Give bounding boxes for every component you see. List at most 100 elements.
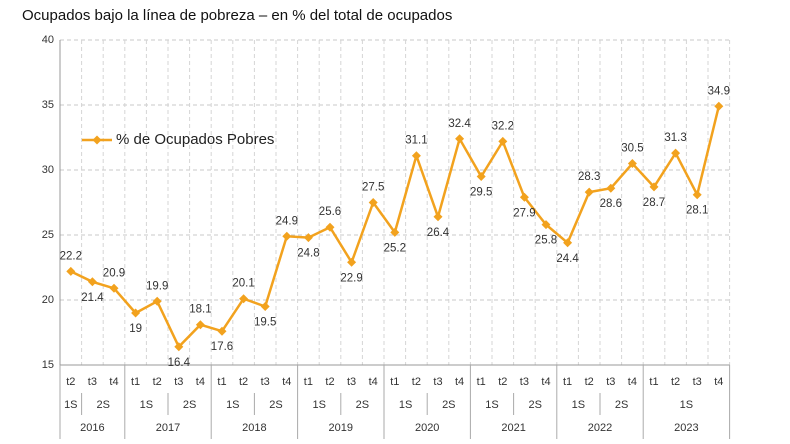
data-label: 18.1 xyxy=(189,304,211,316)
point xyxy=(519,192,529,202)
y-tick-label: 35 xyxy=(42,99,54,111)
data-label: 32.4 xyxy=(448,118,471,130)
year-label: 2019 xyxy=(329,422,353,434)
point xyxy=(692,190,702,200)
x-tick-label: t3 xyxy=(606,376,615,388)
data-label: 24.8 xyxy=(297,248,319,260)
data-label: 25.6 xyxy=(319,206,341,218)
data-label: 19.9 xyxy=(146,280,168,292)
x-tick-label: t3 xyxy=(261,376,270,388)
x-tick-label: t1 xyxy=(390,376,399,388)
data-label: 22.9 xyxy=(340,272,362,284)
point xyxy=(303,233,313,243)
year-label: 2017 xyxy=(156,422,180,434)
data-label: 27.5 xyxy=(362,182,384,194)
point xyxy=(282,231,292,241)
semester-label: 1S xyxy=(680,399,693,411)
point xyxy=(368,198,378,207)
x-tick-label: t1 xyxy=(563,376,572,388)
year-label: 2018 xyxy=(242,422,266,434)
x-tick-label: t3 xyxy=(520,376,529,388)
data-label: 25.2 xyxy=(384,242,406,254)
point xyxy=(584,187,594,197)
year-label: 2022 xyxy=(588,422,612,434)
semester-label: 1S xyxy=(226,399,239,411)
chart-title: Ocupados bajo la línea de pobreza – en %… xyxy=(22,7,452,24)
x-tick-label: t4 xyxy=(196,376,205,388)
x-tick-label: t1 xyxy=(217,376,226,388)
point xyxy=(627,159,637,168)
point xyxy=(714,101,724,111)
data-label: 30.5 xyxy=(621,143,643,155)
x-tick-label: t3 xyxy=(174,376,183,388)
x-tick-label: t1 xyxy=(131,376,140,388)
data-label: 25.8 xyxy=(535,235,557,247)
point xyxy=(152,296,162,306)
semester-label: 2S xyxy=(269,399,282,411)
point xyxy=(131,308,141,318)
x-tick-label: t4 xyxy=(455,376,464,388)
semester-label: 1S xyxy=(572,399,585,411)
point xyxy=(476,172,486,181)
data-label: 29.5 xyxy=(470,187,492,199)
semester-label: 2S xyxy=(96,399,109,411)
legend-label: % de Ocupados Pobres xyxy=(116,131,274,148)
semester-label: 1S xyxy=(312,399,325,411)
x-tick-label: t4 xyxy=(109,376,118,388)
semester-label: 1S xyxy=(140,399,153,411)
x-tick-label: t3 xyxy=(693,376,702,388)
semester-label: 2S xyxy=(442,399,455,411)
data-label: 27.9 xyxy=(513,207,535,219)
x-tick-label: t2 xyxy=(412,376,421,388)
y-tick-label: 15 xyxy=(42,359,54,371)
data-label: 20.9 xyxy=(103,267,125,279)
data-label: 19.5 xyxy=(254,317,276,329)
x-tick-label: t4 xyxy=(541,376,550,388)
x-tick-label: t4 xyxy=(628,376,637,388)
x-tick-label: t1 xyxy=(477,376,486,388)
y-tick-label: 40 xyxy=(42,34,54,46)
point xyxy=(260,302,270,311)
x-tick-label: t4 xyxy=(714,376,723,388)
semester-label: 1S xyxy=(485,399,498,411)
data-label: 31.3 xyxy=(664,132,686,144)
point xyxy=(455,134,465,144)
point xyxy=(541,220,551,230)
x-tick-label: t2 xyxy=(325,376,334,388)
point xyxy=(563,238,573,248)
x-tick-label: t2 xyxy=(498,376,507,388)
x-tick-label: t1 xyxy=(649,376,658,388)
point xyxy=(347,257,357,267)
point xyxy=(109,283,119,293)
data-label: 26.4 xyxy=(427,227,450,239)
data-label: 34.9 xyxy=(708,85,730,97)
x-tick-label: t2 xyxy=(66,376,75,388)
point xyxy=(325,222,335,232)
x-tick-label: t2 xyxy=(585,376,594,388)
x-tick-label: t2 xyxy=(671,376,680,388)
y-tick-label: 20 xyxy=(42,294,54,306)
x-tick-label: t2 xyxy=(239,376,248,388)
point xyxy=(174,342,184,352)
point xyxy=(433,212,443,222)
y-tick-label: 25 xyxy=(42,229,54,241)
year-label: 2023 xyxy=(674,422,698,434)
semester-label: 1S xyxy=(64,399,77,411)
point xyxy=(217,326,227,336)
data-label: 28.3 xyxy=(578,171,600,183)
x-tick-label: t3 xyxy=(88,376,97,388)
point xyxy=(195,320,205,330)
point xyxy=(411,151,421,161)
semester-label: 2S xyxy=(183,399,196,411)
year-label: 2020 xyxy=(415,422,439,434)
x-tick-label: t1 xyxy=(304,376,313,388)
point xyxy=(66,266,76,276)
data-label: 20.1 xyxy=(232,278,254,290)
point xyxy=(649,182,659,192)
data-label: 24.4 xyxy=(556,253,579,265)
x-tick-label: t2 xyxy=(153,376,162,388)
year-label: 2016 xyxy=(80,422,104,434)
data-label: 17.6 xyxy=(211,341,233,353)
data-label: 21.4 xyxy=(81,292,104,304)
